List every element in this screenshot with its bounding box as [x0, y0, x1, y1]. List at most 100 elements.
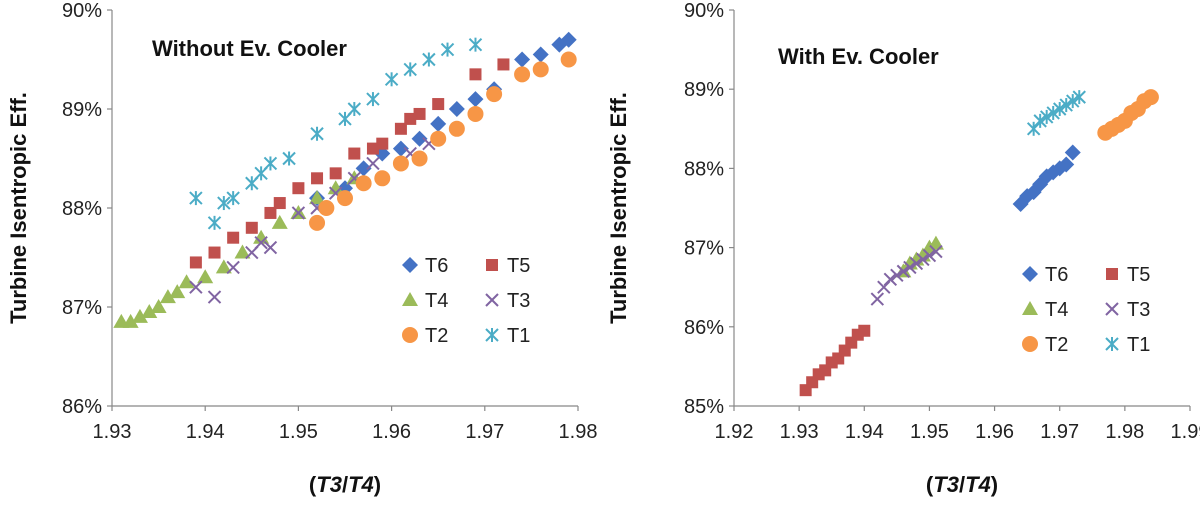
point-t5 [858, 324, 871, 337]
series-t4 [113, 170, 363, 328]
legend-label: T2 [1045, 334, 1068, 356]
data-points [799, 89, 1159, 397]
x-tick-label: 1.93 [780, 421, 819, 443]
point-t5 [227, 231, 240, 244]
point-t2 [309, 214, 326, 231]
point-t5 [245, 221, 258, 234]
x-tick-label: 1.95 [279, 421, 318, 443]
x-axis-title: (T3/T4) [309, 472, 381, 497]
series-t6 [1012, 144, 1081, 213]
point-t4 [309, 190, 326, 205]
legend-marker-t6 [1022, 266, 1038, 282]
point-t5 [394, 122, 407, 135]
point-t2 [532, 61, 549, 78]
point-t4 [178, 274, 195, 289]
legend-marker-t1 [1105, 337, 1119, 351]
series-t3 [870, 244, 943, 306]
legend-marker-t4 [1022, 301, 1038, 315]
point-t1 [366, 92, 380, 107]
chart-annotation: With Ev. Cooler [778, 44, 939, 69]
data-points [113, 31, 577, 328]
legend-item-t4: T4 [1022, 299, 1068, 321]
point-t5 [469, 68, 482, 81]
x-tick-label: 1.96 [372, 421, 411, 443]
legend-label: T6 [425, 255, 448, 277]
x-tick-label: 1.94 [186, 421, 225, 443]
point-t2 [374, 170, 391, 187]
point-t5 [264, 206, 277, 219]
point-t6 [532, 46, 549, 63]
series-t2 [1097, 89, 1159, 141]
point-t3 [883, 272, 898, 286]
point-t4 [141, 303, 158, 318]
legend-marker-t6 [402, 257, 418, 273]
point-t4 [131, 308, 148, 323]
point-t5 [208, 246, 221, 259]
point-t2 [1142, 89, 1159, 106]
series-t2 [309, 51, 577, 231]
legend: T6 T5 T4 T3 T2 T1 [1022, 264, 1150, 356]
point-t5 [189, 256, 202, 269]
x-tick-label: 1.95 [910, 421, 949, 443]
legend-item-t6: T6 [402, 255, 448, 277]
legend-marker-t1 [485, 328, 499, 342]
y-tick-label: 89% [684, 79, 724, 101]
series-t3 [189, 136, 436, 304]
chart-with-ev-cooler: 85% 86% 87% 88% 89% 90% 1.92 1.93 1.94 1.95 1.96 1.… [606, 0, 1200, 497]
legend-label: T4 [1045, 299, 1068, 321]
point-t1 [189, 191, 203, 206]
point-t4 [169, 284, 186, 299]
point-t3 [916, 252, 930, 267]
legend-marker-t5 [486, 259, 498, 271]
point-t3 [909, 256, 924, 271]
series-t5 [799, 324, 871, 397]
point-t3 [890, 268, 904, 283]
point-t1 [310, 126, 324, 141]
point-t2 [318, 200, 335, 216]
legend-marker-t5 [1106, 268, 1118, 280]
point-t3 [903, 260, 917, 275]
point-t4 [927, 235, 944, 250]
legend-label: T1 [1127, 334, 1150, 356]
point-t5 [273, 197, 286, 210]
chart-panel-with-cooler: 85% 86% 87% 88% 89% 90% 1.92 1.93 1.94 1.95 1.96 1.… [600, 0, 1200, 516]
x-tick-label: 1.93 [93, 421, 132, 443]
point-t3 [366, 156, 380, 171]
y-tick-label: 86% [684, 317, 724, 339]
y-tick-label: 87% [62, 297, 102, 319]
point-t3 [896, 264, 911, 279]
point-t1 [263, 156, 278, 171]
x-tick-label: 1.97 [1040, 421, 1079, 443]
point-t1 [1066, 94, 1080, 109]
x-tick-label: 1.99 [1171, 421, 1200, 443]
legend-label: T2 [425, 325, 448, 347]
point-t2 [392, 155, 409, 172]
legend-marker-t3 [485, 293, 499, 307]
point-t2 [430, 130, 447, 147]
x-tick-label: 1.98 [559, 421, 598, 443]
point-t4 [234, 244, 251, 259]
point-t4 [253, 229, 270, 244]
point-t5 [329, 167, 342, 180]
point-t1 [1053, 102, 1067, 116]
legend-label: T3 [1127, 299, 1150, 321]
point-t3 [226, 260, 240, 275]
point-t6 [392, 140, 409, 157]
point-t5 [348, 147, 361, 160]
point-t4 [327, 180, 344, 195]
legend: T6 T5 T4 T3 T2 T1 [402, 255, 530, 347]
series-t1 [1026, 90, 1086, 136]
point-t3 [207, 290, 222, 304]
point-t4 [122, 313, 139, 328]
point-t6 [1051, 160, 1068, 177]
y-tick-label: 87% [684, 238, 724, 260]
y-axis-title: Turbine Isentropic Eff. [6, 92, 31, 324]
point-t6 [1064, 144, 1081, 161]
point-t6 [560, 31, 577, 48]
point-t2 [355, 175, 372, 192]
legend-label: T5 [1127, 264, 1150, 286]
x-tick-label: 1.94 [845, 421, 884, 443]
point-t1 [1039, 109, 1054, 124]
point-t5 [311, 172, 324, 185]
point-t1 [403, 62, 417, 77]
